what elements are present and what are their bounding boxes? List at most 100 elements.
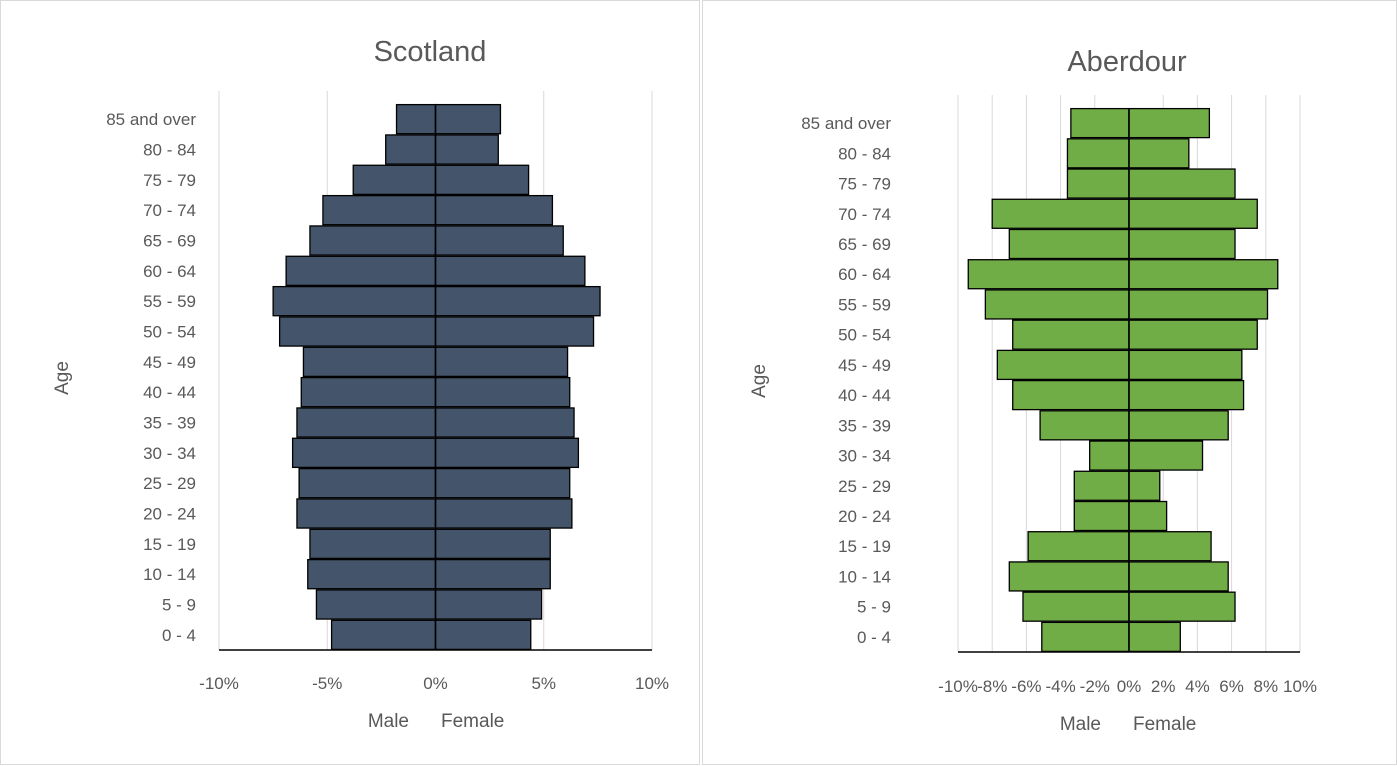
age-category-label: 55 - 59	[838, 295, 891, 314]
age-category-label: 15 - 19	[143, 535, 196, 554]
x-tick-label: 10%	[635, 674, 669, 693]
bar-male	[300, 376, 437, 408]
x-tick-label: -8%	[977, 677, 1007, 696]
bar-female	[434, 467, 571, 499]
bar-male	[996, 349, 1130, 381]
bar-female	[434, 498, 573, 529]
x-tick-label: -10%	[938, 677, 978, 696]
age-category-label: 15 - 19	[838, 537, 891, 556]
bar-male	[991, 198, 1130, 229]
x-axis-label-male: Male	[1060, 714, 1101, 735]
x-tick-label: 6%	[1219, 677, 1244, 696]
age-category-label: 35 - 39	[838, 416, 891, 435]
age-category-label: 60 - 64	[143, 262, 196, 281]
chart-panel-scotland: Scotland 0 - 4 5 - 9 10 - 14 15 - 19 20 - 24…	[0, 0, 700, 765]
bar-male	[1070, 107, 1130, 139]
population-pyramid-aberdour: Aberdour 0 - 4 5 - 9 10 - 14 15 - 19 20 - 24…	[749, 46, 1317, 735]
bar-female	[434, 316, 595, 347]
age-category-label: 30 - 34	[838, 447, 891, 466]
age-category-label: 0 - 4	[162, 626, 196, 645]
x-tick-label: -2%	[1080, 677, 1110, 696]
age-category-label: 65 - 69	[143, 232, 196, 251]
bar-male	[296, 407, 437, 438]
bar-female	[1128, 561, 1229, 592]
bar-female	[434, 194, 554, 226]
bar-female	[434, 164, 530, 196]
bar-female	[1128, 168, 1236, 199]
bar-female	[434, 103, 502, 135]
age-category-label: 20 - 24	[143, 505, 196, 524]
age-category-label: 50 - 54	[838, 326, 891, 345]
age-category-label: 70 - 74	[838, 205, 891, 224]
bar-female	[434, 528, 551, 560]
bar-male	[984, 289, 1130, 320]
x-tick-label: -6%	[1011, 677, 1041, 696]
age-category-label: 60 - 64	[838, 265, 891, 284]
bar-female	[1128, 138, 1190, 169]
age-category-label: 85 and over	[106, 110, 196, 129]
age-category-label: 10 - 14	[143, 565, 196, 584]
bar-male	[1008, 561, 1130, 592]
bar-female	[434, 619, 532, 651]
bar-female	[1128, 500, 1168, 532]
bar-male	[307, 558, 437, 590]
bar-male	[1066, 138, 1130, 169]
x-axis-label-female: Female	[441, 711, 504, 732]
bar-female	[1128, 228, 1236, 260]
bar-male	[298, 467, 437, 499]
bar-male	[315, 589, 437, 620]
age-category-label: 45 - 49	[143, 353, 196, 372]
chart-title: Aberdour	[1067, 46, 1187, 78]
x-tick-label: 5%	[531, 674, 556, 693]
bar-male	[296, 498, 437, 529]
x-axis-label-female: Female	[1133, 714, 1196, 735]
bar-female	[1128, 349, 1243, 381]
age-category-label: 85 and over	[801, 114, 891, 133]
bar-female	[434, 346, 569, 378]
x-tick-label: 0%	[423, 674, 448, 693]
bar-male	[385, 134, 437, 165]
chart-title: Scotland	[374, 36, 487, 68]
bar-female	[434, 376, 571, 408]
y-axis-label: Age	[749, 364, 770, 398]
bar-female	[1128, 379, 1245, 411]
age-category-label: 70 - 74	[143, 201, 196, 220]
bar-male	[302, 346, 437, 378]
bar-female	[434, 225, 564, 256]
bar-female	[1128, 591, 1236, 622]
age-category-label: 80 - 84	[143, 141, 196, 160]
age-category-label: 10 - 14	[838, 567, 891, 586]
age-category-label: 65 - 69	[838, 235, 891, 254]
bar-female	[1128, 470, 1161, 501]
x-axis-label-male: Male	[368, 711, 409, 732]
age-category-label: 35 - 39	[143, 414, 196, 433]
bar-male	[322, 194, 437, 226]
bar-female	[1128, 319, 1258, 350]
age-category-label: 5 - 9	[162, 596, 196, 615]
x-tick-label: 4%	[1185, 677, 1210, 696]
bar-male	[309, 225, 437, 256]
bar-male	[352, 164, 437, 196]
bar-female	[1128, 289, 1269, 320]
bar-male	[395, 103, 437, 135]
bar-female	[1128, 259, 1279, 290]
bar-male	[1073, 500, 1130, 532]
bar-female	[1128, 531, 1212, 562]
bar-female	[434, 255, 586, 287]
bar-male	[1089, 440, 1130, 471]
chart-panel-aberdour: Aberdour 0 - 4 5 - 9 10 - 14 15 - 19 20 - 24…	[702, 0, 1397, 765]
population-pyramid-scotland: Scotland 0 - 4 5 - 9 10 - 14 15 - 19 20 - 24…	[52, 36, 669, 732]
bar-female	[434, 285, 601, 317]
bar-female	[1128, 107, 1211, 139]
bar-female	[434, 134, 499, 165]
bar-male	[272, 285, 437, 317]
age-category-label: 0 - 4	[857, 628, 891, 647]
bar-male	[1027, 531, 1130, 562]
age-category-label: 80 - 84	[838, 144, 891, 163]
x-tick-label: 2%	[1151, 677, 1176, 696]
age-category-label: 25 - 29	[143, 474, 196, 493]
bar-female	[434, 589, 543, 620]
bar-male	[1073, 470, 1130, 501]
y-axis-label: Age	[52, 361, 73, 395]
bar-male	[1066, 168, 1130, 199]
